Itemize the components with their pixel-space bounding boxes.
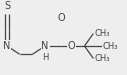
- Text: N: N: [3, 41, 11, 51]
- Text: O: O: [57, 13, 65, 23]
- Text: O: O: [68, 41, 76, 51]
- Text: CH₃: CH₃: [95, 54, 110, 63]
- Text: CH₃: CH₃: [95, 29, 110, 38]
- Text: CH₃: CH₃: [103, 41, 118, 50]
- Text: N: N: [41, 41, 49, 51]
- Text: S: S: [4, 1, 10, 11]
- Text: H: H: [42, 53, 48, 62]
